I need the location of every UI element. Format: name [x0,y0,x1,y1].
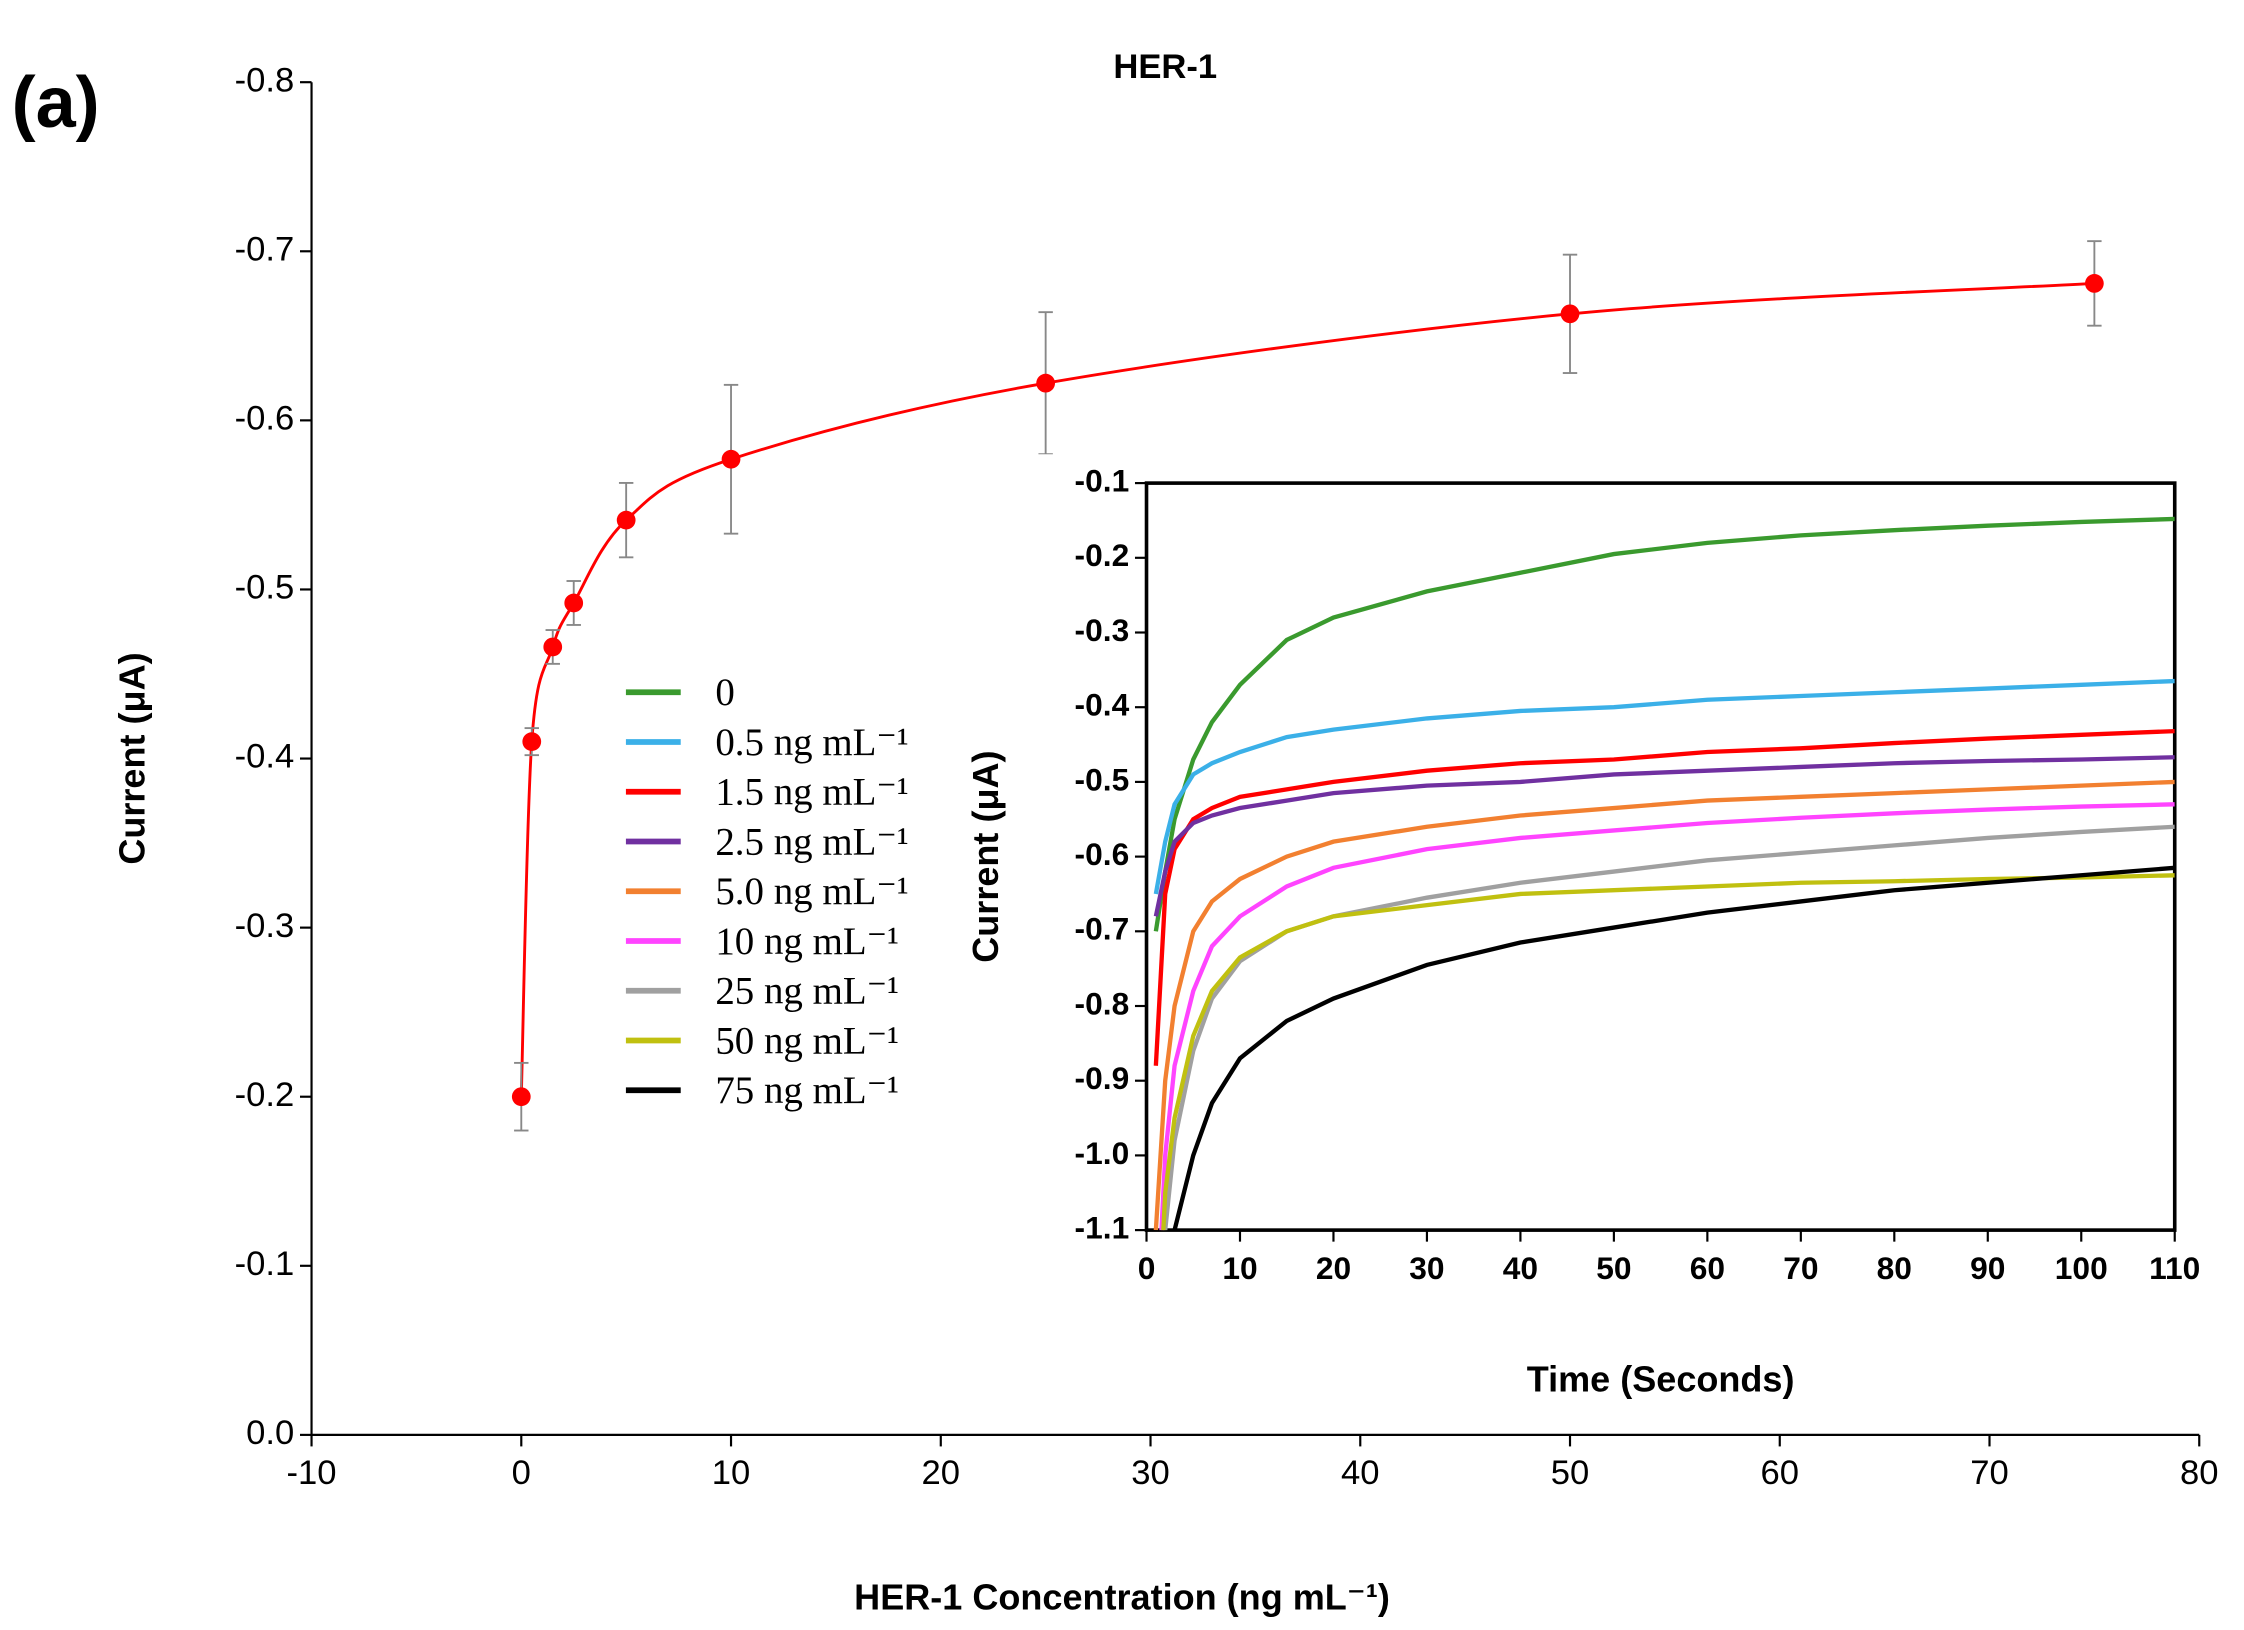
legend-label: 10 ng mL⁻¹ [715,920,899,963]
series-line [1153,755,2175,917]
y-tick-label: -0.1 [1075,462,1130,498]
inset-x-axis-label: Time (Seconds) [1527,1359,1795,1400]
x-tick-label: 60 [1761,1454,1800,1492]
x-tick-label: 20 [1316,1250,1351,1286]
x-tick-label: 80 [1877,1250,1912,1286]
data-point [564,593,584,613]
y-tick-label: -1.1 [1075,1209,1130,1245]
x-tick-label: 50 [1551,1454,1590,1492]
y-tick-label: -0.9 [1075,1060,1130,1096]
panel-label: (a) [12,63,100,143]
y-tick-label: -0.3 [235,907,295,945]
y-tick-label: -0.7 [235,230,295,268]
data-point [522,732,542,752]
y-tick-label: -0.4 [1075,687,1130,723]
y-tick-label: 0.0 [246,1414,294,1452]
x-tick-label: 10 [1222,1250,1257,1286]
y-tick-label: -0.6 [1075,836,1130,872]
y-tick-label: -0.5 [1075,761,1130,797]
y-tick-label: -0.4 [235,738,295,776]
data-point [1560,304,1580,324]
x-tick-label: 110 [2149,1250,2200,1286]
y-tick-label: -0.6 [235,400,295,438]
x-tick-label: 80 [2180,1454,2219,1492]
y-axis-label: Current (μA) [111,652,152,864]
y-tick-label: -0.8 [1075,985,1130,1021]
legend-label: 75 ng mL⁻¹ [715,1069,899,1112]
x-tick-label: 0 [1138,1250,1156,1286]
series-line [1153,516,2175,932]
x-tick-label: 40 [1341,1454,1379,1492]
y-tick-label: -1.0 [1075,1135,1130,1171]
legend-label: 5.0 ng mL⁻¹ [715,870,908,913]
y-tick-label: -0.5 [235,569,295,607]
y-tick-label: -0.3 [1075,612,1130,648]
data-point [721,449,741,469]
legend-label: 1.5 ng mL⁻¹ [715,771,908,814]
x-tick-label: 10 [712,1454,751,1492]
y-tick-label: -0.1 [235,1245,295,1283]
legend-label: 25 ng mL⁻¹ [715,970,899,1013]
x-tick-label: 50 [1596,1250,1631,1286]
y-tick-label: -0.8 [235,61,295,99]
legend-label: 50 ng mL⁻¹ [715,1019,899,1062]
y-tick-label: -0.2 [1075,537,1130,573]
series-line [1163,824,2175,1231]
x-tick-label: 60 [1690,1250,1725,1286]
data-point [616,510,636,530]
x-axis-label: HER-1 Concentration (ng mL⁻¹) [854,1576,1390,1617]
legend-label: 2.5 ng mL⁻¹ [715,820,908,863]
data-point [2084,274,2104,293]
data-point [511,1087,531,1107]
y-tick-label: -0.2 [235,1076,295,1114]
chart-title: HER-1 [1113,48,1217,86]
data-point [1036,373,1056,393]
x-tick-label: 100 [2055,1250,2108,1286]
y-tick-label: -0.7 [1075,911,1130,947]
legend-label: 0.5 ng mL⁻¹ [715,721,908,764]
legend-label: 0 [715,671,734,714]
series-line [1153,678,2175,895]
x-tick-label: 30 [1409,1250,1444,1286]
x-tick-label: 40 [1503,1250,1538,1286]
series-line [1159,802,2175,1231]
x-tick-label: -10 [287,1454,337,1492]
inset-y-axis-label: Current (μA) [965,750,1006,962]
x-tick-label: 30 [1131,1454,1169,1492]
series-line [1161,873,2175,1231]
x-tick-label: 90 [1970,1250,2005,1286]
series-line [1172,865,2175,1231]
x-tick-label: 0 [512,1454,531,1492]
series-line [1153,779,2175,1231]
x-tick-label: 70 [1783,1250,1818,1286]
x-tick-label: 70 [1970,1454,2009,1492]
data-point [543,637,563,657]
x-tick-label: 20 [922,1454,960,1492]
